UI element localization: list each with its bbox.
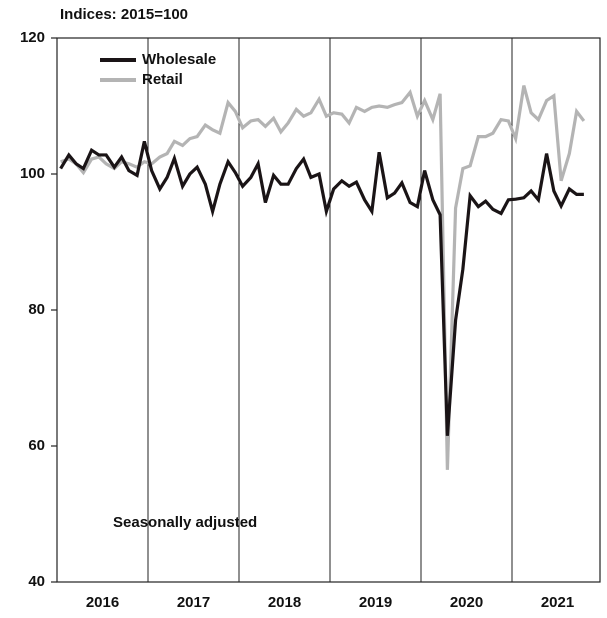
y-tick-label: 40 <box>28 573 45 590</box>
series-line <box>59 140 584 436</box>
x-tick-label: 2021 <box>541 594 574 611</box>
y-tick-label: 60 <box>28 437 45 454</box>
chart-title: Indices: 2015=100 <box>60 6 188 23</box>
x-tick-label: 2017 <box>177 594 210 611</box>
x-tick-label: 2020 <box>450 594 483 611</box>
y-tick-label: 100 <box>20 165 45 182</box>
annotation: Seasonally adjusted <box>113 514 257 531</box>
x-tick-label: 2019 <box>359 594 392 611</box>
y-tick-label: 80 <box>28 301 45 318</box>
legend-label: Retail <box>142 71 183 88</box>
x-tick-label: 2016 <box>86 594 119 611</box>
y-tick-label: 120 <box>20 29 45 46</box>
plot-frame <box>56 37 601 583</box>
x-tick-label: 2018 <box>268 594 301 611</box>
series-line <box>60 85 586 470</box>
legend-label: Wholesale <box>142 51 216 68</box>
